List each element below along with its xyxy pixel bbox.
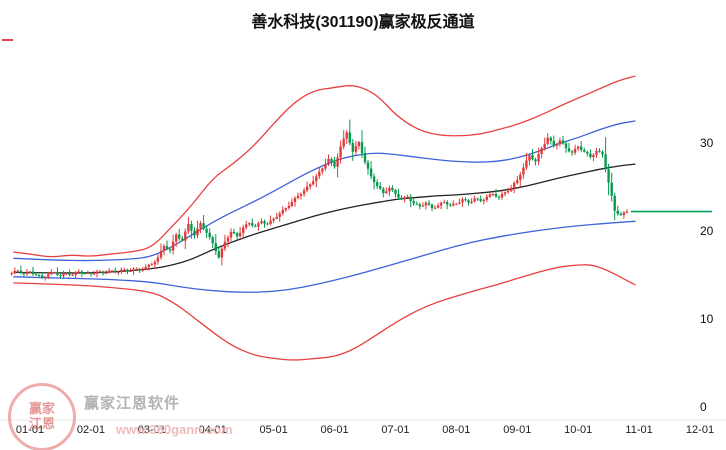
x-axis-label: 02-01 (76, 424, 105, 436)
brand-logo-icon: 赢家 江恩 (8, 383, 76, 450)
brand-logo-text-bottom: 江恩 (28, 416, 55, 431)
x-axis-label: 03-01 (137, 424, 166, 436)
chart-title: 善水科技(301190)赢家极反通道 (251, 14, 475, 31)
x-axis-label: 09-01 (503, 424, 532, 436)
x-axis-label: 12-01 (685, 424, 715, 436)
x-axis-label: 10-01 (564, 424, 593, 436)
brand-logo-text-top: 赢家 (28, 401, 55, 417)
y-axis-label: 30 (700, 136, 714, 150)
y-axis-label: 10 (700, 312, 714, 326)
x-axis-label: 08-01 (442, 424, 471, 436)
watermark-url: www.360gann.com (116, 422, 233, 437)
brand-name: 赢家江恩软件 (84, 395, 181, 412)
x-axis-label: 05-01 (259, 424, 288, 436)
y-axis-label: 20 (700, 224, 714, 238)
x-axis-label: 07-01 (381, 424, 410, 436)
y-axis-label: 0 (700, 400, 707, 414)
x-axis-label: 11-01 (625, 424, 653, 436)
x-axis-label: 06-01 (320, 424, 349, 436)
x-axis-label: 04-01 (198, 424, 227, 436)
